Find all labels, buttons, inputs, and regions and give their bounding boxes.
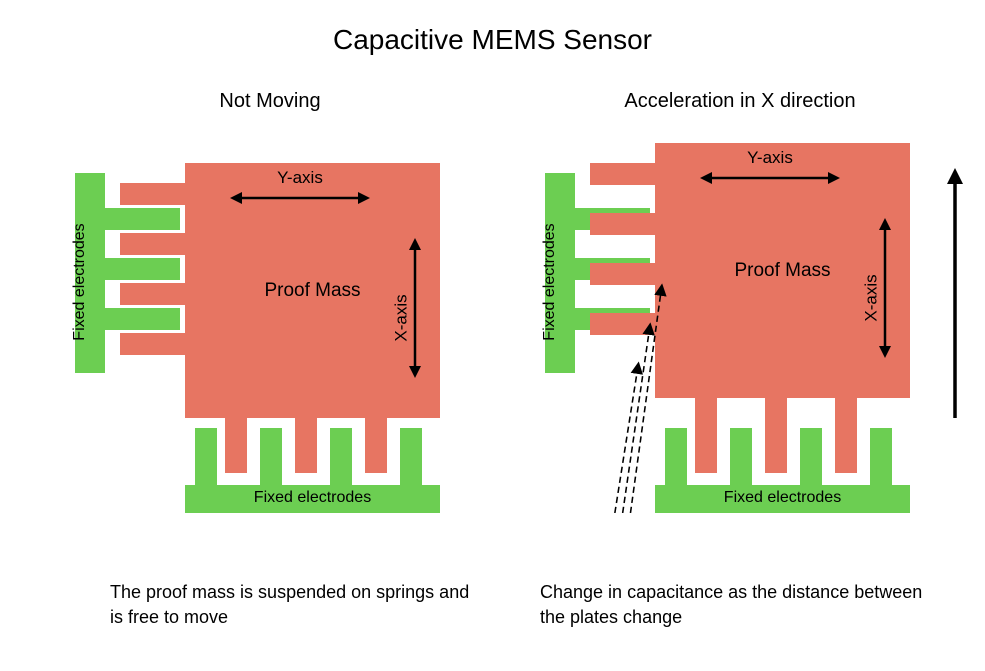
mass-finger-bottom bbox=[765, 398, 787, 473]
fixed-finger-left bbox=[100, 258, 180, 280]
diagram-title: Capacitive MEMS Sensor bbox=[0, 24, 985, 56]
proof-mass-label: Proof Mass bbox=[734, 260, 830, 282]
mass-finger-left bbox=[590, 313, 655, 335]
fixed-finger-bottom bbox=[800, 428, 822, 490]
fixed-finger-bottom bbox=[260, 428, 282, 490]
y-axis-label: Y-axis bbox=[230, 168, 370, 188]
fixed-electrode-label-left: Fixed electrodes bbox=[71, 182, 89, 382]
fixed-finger-bottom bbox=[330, 428, 352, 490]
fixed-electrode-label-bottom: Fixed electrodes bbox=[185, 489, 440, 507]
fixed-finger-bottom bbox=[730, 428, 752, 490]
y-axis-arrow-icon bbox=[230, 188, 370, 208]
mass-finger-left bbox=[590, 263, 655, 285]
x-axis-arrow-icon bbox=[405, 238, 425, 378]
mass-finger-left bbox=[120, 183, 185, 205]
subtitle-right: Acceleration in X direction bbox=[520, 80, 960, 113]
mass-finger-bottom bbox=[225, 418, 247, 473]
panel-accelerating: Acceleration in X direction Fixed electr… bbox=[520, 80, 960, 640]
mass-finger-bottom bbox=[695, 398, 717, 473]
panel-not-moving: Not Moving Fixed electrodes Proof Mass Y… bbox=[50, 80, 490, 640]
mass-finger-bottom bbox=[365, 418, 387, 473]
mass-finger-bottom bbox=[295, 418, 317, 473]
caption-left: The proof mass is suspended on springs a… bbox=[110, 580, 470, 630]
caption-right: Change in capacitance as the distance be… bbox=[540, 580, 940, 630]
diagram-right: Fixed electrodes Proof Mass Y-axis X-axi… bbox=[540, 133, 940, 513]
y-axis-arrow-icon bbox=[700, 168, 840, 188]
mass-finger-left bbox=[120, 333, 185, 355]
acceleration-arrow-icon bbox=[945, 168, 965, 418]
diagram-left: Fixed electrodes Proof Mass Y-axis X-axi… bbox=[70, 133, 470, 513]
fixed-finger-bottom bbox=[870, 428, 892, 490]
fixed-finger-left bbox=[100, 208, 180, 230]
fixed-finger-bottom bbox=[195, 428, 217, 490]
mass-finger-left bbox=[590, 213, 655, 235]
fixed-electrode-label-left: Fixed electrodes bbox=[541, 182, 559, 382]
subtitle-left: Not Moving bbox=[50, 80, 490, 113]
mass-finger-left bbox=[120, 233, 185, 255]
fixed-finger-left bbox=[100, 308, 180, 330]
proof-mass-label: Proof Mass bbox=[264, 280, 360, 302]
y-axis-label: Y-axis bbox=[700, 148, 840, 168]
fixed-finger-bottom bbox=[665, 428, 687, 490]
fixed-finger-bottom bbox=[400, 428, 422, 490]
mass-finger-bottom bbox=[835, 398, 857, 473]
mass-finger-left bbox=[120, 283, 185, 305]
fixed-electrode-label-bottom: Fixed electrodes bbox=[655, 489, 910, 507]
mass-finger-left bbox=[590, 163, 655, 185]
x-axis-arrow-icon bbox=[875, 218, 895, 358]
